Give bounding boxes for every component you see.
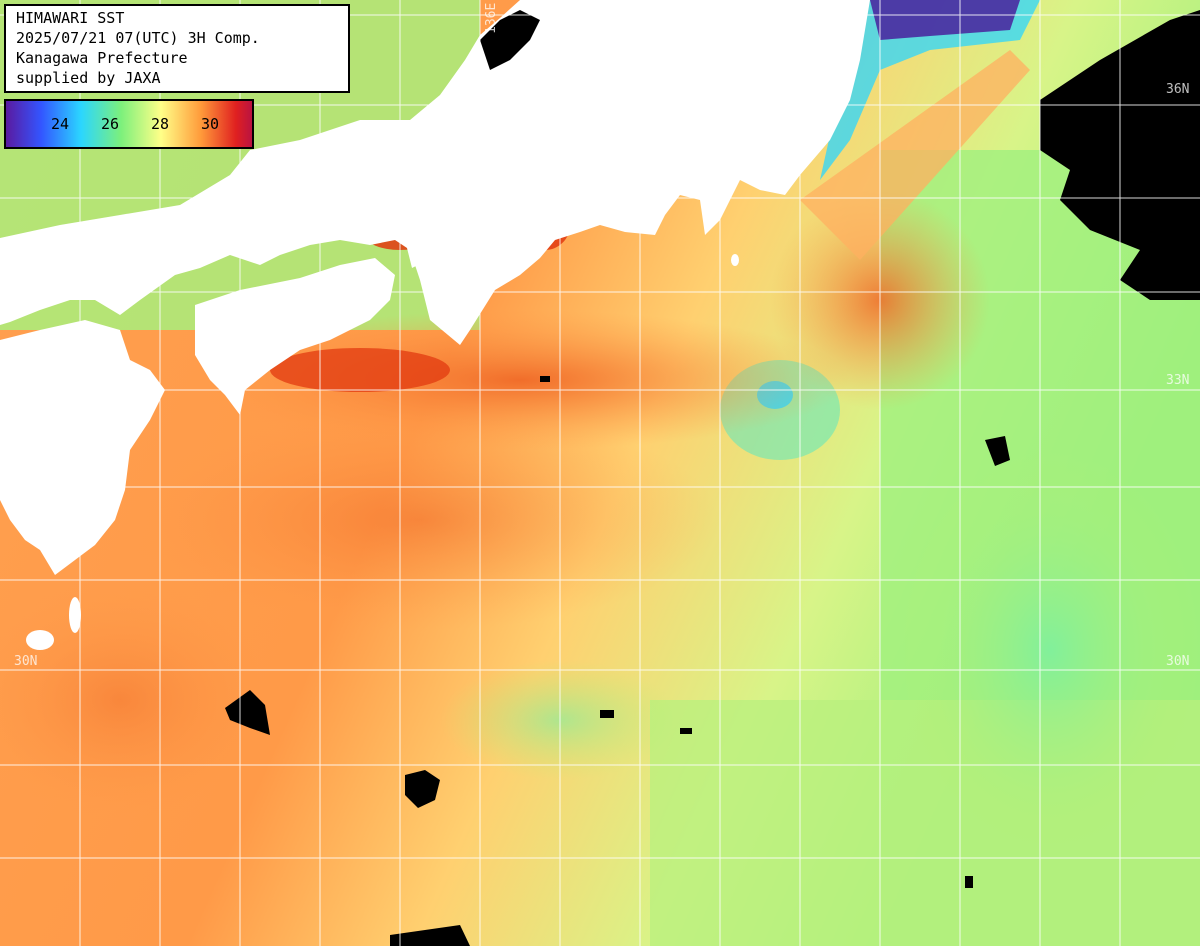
land-kyushu (0, 320, 165, 575)
land-awaji (405, 238, 428, 268)
warm-south (120, 410, 720, 630)
land-yakushima (26, 630, 54, 650)
info-supplier: supplied by JAXA (16, 69, 161, 87)
lat-label-36n: 36N (1166, 82, 1190, 97)
info-datetime: 2025/07/21 07(UTC) 3H Comp. (16, 29, 260, 47)
cloud-bottom (390, 925, 470, 946)
land-izu-island (731, 254, 739, 266)
lon-label-136e: 136E (484, 2, 499, 34)
cloud-small-3 (985, 436, 1010, 466)
color-scale-tick-28: 28 (150, 115, 170, 133)
color-scale-gradient (6, 101, 252, 147)
lat-label-30n-west: 30N (14, 654, 38, 669)
cloud-speck-2 (600, 710, 614, 718)
cool-eddy-1 (900, 450, 1200, 850)
color-scale-bar: 24 26 28 30 (4, 99, 254, 149)
info-title: HIMAWARI SST (16, 9, 125, 27)
cloud-northeast-2 (1130, 110, 1200, 220)
color-scale-tick-26: 26 (100, 115, 120, 133)
lat-label-33n: 33N (1166, 373, 1190, 388)
info-prefecture: Kanagawa Prefecture (16, 49, 188, 67)
color-scale-tick-30: 30 (200, 115, 220, 133)
land-shikoku (195, 258, 395, 415)
cloud-small-1 (225, 690, 270, 735)
warm-tongue-northeast (800, 50, 1030, 260)
oyashio-cold (820, 0, 1040, 180)
warm-southwest (0, 580, 280, 820)
cloud-small-2 (405, 770, 440, 808)
lat-label-30n-east: 30N (1166, 654, 1190, 669)
cloud-speck-3 (680, 728, 692, 734)
land-tanegashima (69, 597, 81, 633)
land-honshu (0, 0, 870, 345)
color-scale-tick-24: 24 (50, 115, 70, 133)
cloud-speck-4 (965, 876, 973, 888)
cloud-speck-1 (540, 376, 550, 382)
info-box: HIMAWARI SST 2025/07/21 07(UTC) 3H Comp.… (4, 4, 350, 93)
cloud-north (480, 10, 540, 70)
hot-patch-tosa (270, 348, 450, 392)
oyashio-deep (870, 0, 1020, 40)
